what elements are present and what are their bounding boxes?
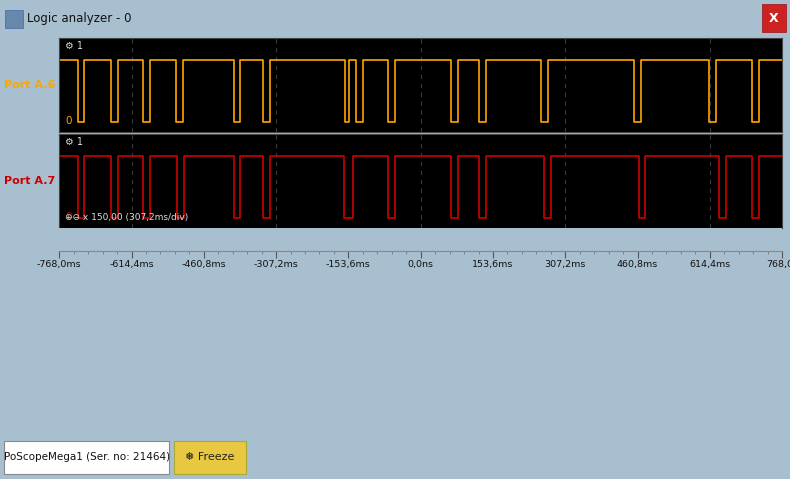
Text: Port A.7: Port A.7	[5, 176, 55, 186]
Text: ⊕⊖ x 150,00 (307,2ms/div): ⊕⊖ x 150,00 (307,2ms/div)	[65, 213, 188, 222]
Text: Port A.6: Port A.6	[4, 80, 55, 90]
Text: X: X	[769, 11, 779, 25]
Text: ⚙ 1: ⚙ 1	[65, 41, 83, 51]
Bar	[174, 441, 246, 474]
Text: PoScopeMega1 (Ser. no: 21464): PoScopeMega1 (Ser. no: 21464)	[4, 453, 170, 462]
Text: 0: 0	[65, 116, 72, 126]
Bar	[5, 10, 23, 28]
Text: Logic analyzer - 0: Logic analyzer - 0	[27, 11, 131, 25]
Text: ❅ Freeze: ❅ Freeze	[186, 453, 235, 462]
Text: 0: 0	[65, 212, 72, 222]
Bar	[4, 441, 169, 474]
Bar	[762, 4, 786, 33]
Text: ⚙ 1: ⚙ 1	[65, 137, 83, 147]
